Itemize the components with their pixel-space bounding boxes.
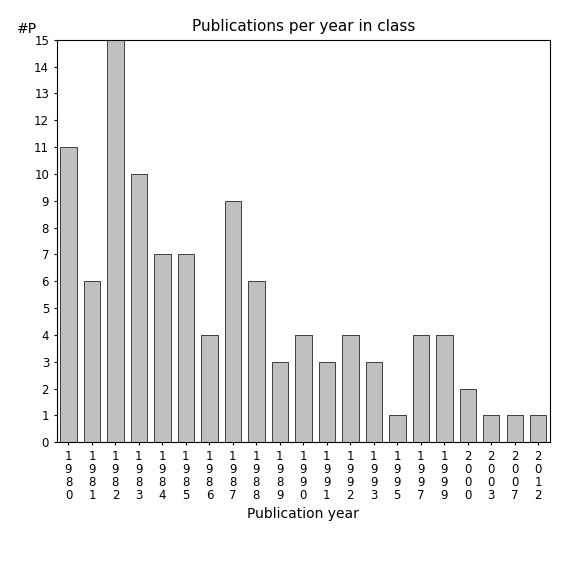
Bar [459, 388, 476, 442]
Bar [60, 147, 77, 442]
Bar [530, 416, 547, 442]
Bar [225, 201, 241, 442]
Bar [436, 335, 452, 442]
Bar [319, 362, 335, 442]
Bar [154, 255, 171, 442]
Bar [483, 416, 500, 442]
Bar [248, 281, 265, 442]
Bar [272, 362, 288, 442]
Title: Publications per year in class: Publications per year in class [192, 19, 415, 35]
Bar [295, 335, 311, 442]
Text: #P: #P [17, 22, 37, 36]
Bar [177, 255, 194, 442]
Bar [107, 40, 124, 442]
Bar [389, 416, 405, 442]
Bar [130, 174, 147, 442]
Bar [366, 362, 382, 442]
Bar [201, 335, 218, 442]
Bar [506, 416, 523, 442]
Bar [84, 281, 100, 442]
Bar [342, 335, 358, 442]
X-axis label: Publication year: Publication year [247, 507, 359, 522]
Bar [413, 335, 429, 442]
